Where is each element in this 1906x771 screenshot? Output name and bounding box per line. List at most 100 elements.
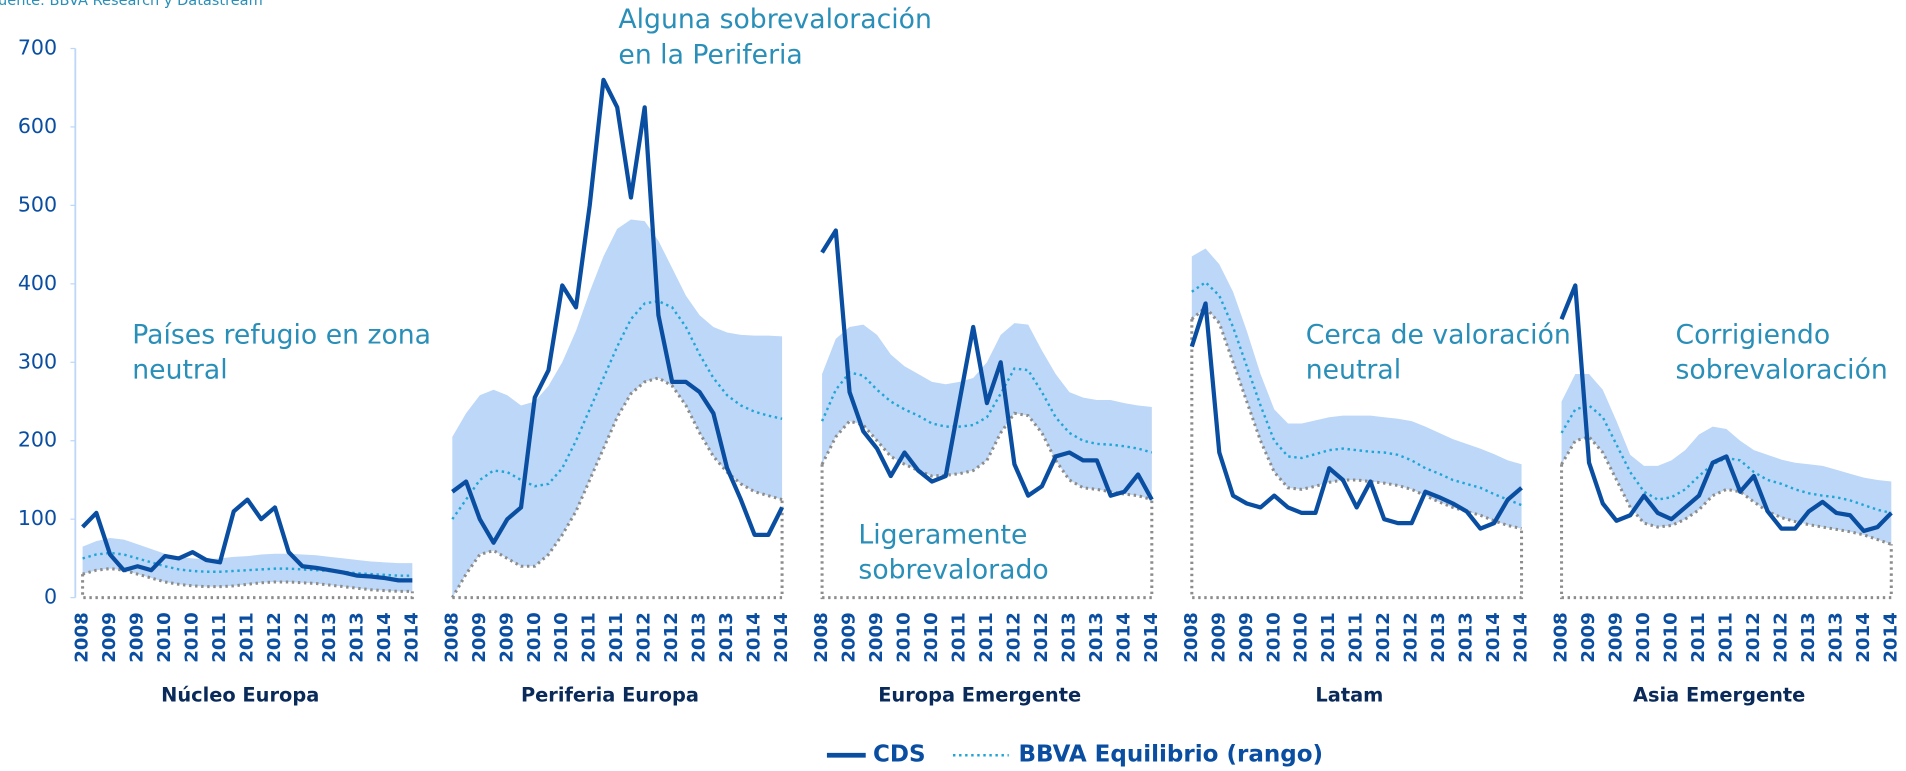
x-tick-label: 2012 (1770, 612, 1791, 663)
equilibrium-low (820, 411, 1153, 502)
x-tick-label: 2010 (894, 612, 915, 663)
annotation: neutral (1306, 354, 1401, 385)
equilibrium-line (451, 299, 783, 520)
band-frame (1190, 319, 1524, 600)
cds-line (451, 77, 784, 545)
x-tick-label: 2012 (661, 612, 682, 663)
annotation: Corrigiendo (1676, 319, 1831, 350)
band-frame (1560, 464, 1893, 600)
x-tick-label: 2008 (1181, 612, 1202, 663)
y-tick-label: 500 (18, 192, 57, 216)
y-tick-label: 100 (18, 506, 57, 530)
x-tick-label: 2014 (771, 612, 792, 663)
x-tick-label: 2009 (99, 612, 120, 663)
y-tick-label: 600 (18, 114, 57, 138)
x-tick-label: 2010 (524, 612, 545, 663)
y-tick-label: 300 (18, 349, 57, 373)
x-tick-label: 2013 (1058, 612, 1079, 663)
x-tick-label: 2014 (401, 612, 422, 663)
x-tick-label: 2011 (976, 612, 997, 663)
x-tick-label: 2011 (1318, 612, 1339, 663)
x-tick-label: 2010 (1660, 612, 1681, 663)
x-tick-label: 2009 (866, 612, 887, 663)
x-tick-label: 2014 (1113, 612, 1134, 663)
source: Fuente: BBVA Research y Datastream (0, 0, 263, 9)
x-tick-label: 2011 (209, 612, 230, 663)
x-tick-label: 2010 (1633, 612, 1654, 663)
annotation: sobrevalorado (858, 554, 1048, 585)
annotation: Países refugio en zona (132, 319, 431, 350)
x-tick-label: 2009 (1606, 612, 1627, 663)
x-tick-label: 2013 (1825, 612, 1846, 663)
x-tick-label: 2011 (948, 612, 969, 663)
x-tick-label: 2008 (1551, 612, 1572, 663)
x-tick-label: 2012 (634, 612, 655, 663)
band-frame (81, 574, 414, 600)
x-tick-label: 2014 (1141, 612, 1162, 663)
y-tick-label: 700 (18, 35, 57, 59)
x-tick-label: 2012 (1401, 612, 1422, 663)
x-tick-label: 2009 (469, 612, 490, 663)
x-tick-label: 2010 (551, 612, 572, 663)
panel-name: Latam (1315, 683, 1383, 706)
x-tick-label: 2012 (291, 612, 312, 663)
x-tick-label: 2014 (374, 612, 395, 663)
x-tick-label: 2013 (716, 612, 737, 663)
x-tick-label: 2010 (182, 612, 203, 663)
x-tick-label: 2010 (154, 612, 175, 663)
equilibrium-line (82, 551, 413, 577)
panel-name: Asia Emergente (1633, 683, 1805, 706)
x-tick-label: 2011 (579, 612, 600, 663)
y-tick-label: 200 (18, 428, 57, 452)
x-tick-label: 2012 (1031, 612, 1052, 663)
x-tick-label: 2009 (1208, 612, 1229, 663)
equilibrium-low (1560, 435, 1892, 546)
annotation: Alguna sobrevaloración (618, 4, 931, 35)
x-tick-label: 2013 (689, 612, 710, 663)
annotation: Ligeramente (858, 519, 1027, 550)
x-tick-label: 2008 (441, 612, 462, 663)
x-tick-label: 2009 (1578, 612, 1599, 663)
cds-line (81, 497, 413, 583)
equilibrium-line (820, 367, 1153, 454)
x-tick-label: 2009 (1236, 612, 1257, 663)
x-tick-label: 2012 (264, 612, 285, 663)
x-tick-label: 2008 (72, 612, 93, 663)
x-tick-label: 2012 (1373, 612, 1394, 663)
x-tick-label: 2009 (496, 612, 517, 663)
x-tick-label: 2011 (1715, 612, 1736, 663)
equilibrium-band (82, 538, 413, 592)
x-tick-label: 2014 (1511, 612, 1532, 663)
legend-label: CDS (873, 742, 926, 768)
x-tick-label: 2013 (319, 612, 340, 663)
panel-name: Núcleo Europa (161, 683, 319, 706)
x-tick-label: 2014 (1880, 612, 1901, 663)
x-tick-label: 2011 (606, 612, 627, 663)
x-tick-label: 2011 (1346, 612, 1367, 663)
y-tick-label: 0 (44, 585, 57, 609)
panel-name: Periferia Europa (521, 683, 699, 706)
panel-name: Europa Emergente (878, 683, 1081, 706)
x-tick-label: 2011 (1688, 612, 1709, 663)
equilibrium-low (82, 567, 413, 593)
x-tick-label: 2008 (811, 612, 832, 663)
x-tick-label: 2013 (1428, 612, 1449, 663)
band-frame (452, 499, 784, 600)
annotation: Cerca de valoración (1306, 319, 1571, 350)
x-tick-label: 2013 (1086, 612, 1107, 663)
annotation: neutral (132, 354, 227, 385)
cds-line (1559, 283, 1893, 534)
band-frame (820, 464, 1154, 600)
x-tick-label: 2010 (1263, 612, 1284, 663)
cds-line (1189, 301, 1523, 531)
x-tick-label: 2010 (921, 612, 942, 663)
x-tick-label: 2013 (1798, 612, 1819, 663)
x-tick-label: 2013 (1456, 612, 1477, 663)
x-tick-label: 2010 (1291, 612, 1312, 663)
x-tick-label: 2009 (127, 612, 148, 663)
x-tick-label: 2012 (1743, 612, 1764, 663)
x-tick-label: 2014 (744, 612, 765, 663)
x-tick-label: 2009 (839, 612, 860, 663)
x-tick-label: 2014 (1483, 612, 1504, 663)
